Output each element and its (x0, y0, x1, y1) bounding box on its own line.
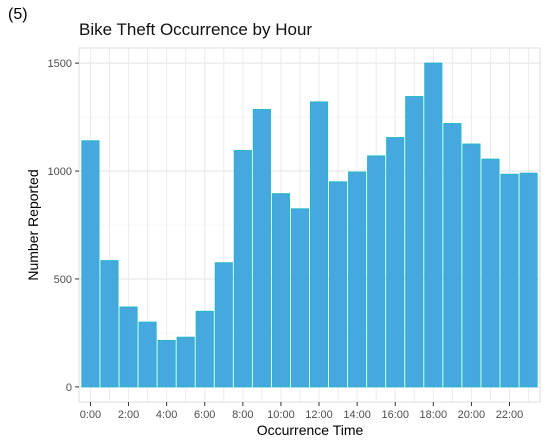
bar-22:00 (500, 173, 519, 388)
bar-9:00 (252, 109, 271, 388)
chart-title: Bike Theft Occurrence by Hour (79, 20, 313, 39)
x-axis-title: Occurrence Time (257, 422, 364, 438)
bar-17:00 (405, 96, 424, 388)
bar-14:00 (348, 171, 367, 388)
bar-1:00 (100, 260, 119, 388)
bar-5:00 (176, 336, 195, 388)
bar-15:00 (367, 155, 386, 388)
bar-7:00 (214, 262, 233, 388)
bar-4:00 (157, 339, 176, 388)
x-tick-label: 6:00 (194, 409, 215, 421)
bar-21:00 (481, 158, 500, 388)
bar-19:00 (443, 123, 462, 388)
bar-10:00 (271, 193, 290, 388)
x-tick-label: 8:00 (232, 409, 253, 421)
x-tick-label: 14:00 (343, 409, 371, 421)
bar-8:00 (233, 150, 252, 388)
bar-3:00 (138, 321, 157, 388)
y-tick-label: 500 (54, 274, 72, 286)
bars (81, 62, 538, 388)
x-tick-label: 20:00 (458, 409, 486, 421)
bar-12:00 (309, 101, 329, 388)
x-axis-ticks: 0:00 2:00 4:00 6:00 8:00 10:00 12:00 14:00 16:00… (80, 402, 524, 421)
y-axis-title: Number Reported (25, 169, 41, 280)
bar-0:00 (81, 140, 100, 388)
y-axis-ticks: 0 500 1000 1500 (48, 58, 79, 394)
bar-16:00 (386, 137, 405, 388)
bar-23:00 (519, 172, 538, 388)
bar-2:00 (119, 306, 138, 388)
panel-label: (5) (8, 6, 28, 23)
bar-20:00 (462, 143, 481, 388)
x-tick-label: 16:00 (381, 409, 409, 421)
y-tick-label: 1000 (48, 166, 72, 178)
y-tick-label: 1500 (48, 58, 72, 70)
x-tick-label: 4:00 (156, 409, 177, 421)
x-tick-label: 18:00 (420, 409, 448, 421)
bar-18:00 (424, 62, 443, 388)
x-tick-label: 2:00 (118, 409, 139, 421)
y-tick-label: 0 (66, 382, 72, 394)
x-tick-label: 22:00 (496, 409, 524, 421)
bar-11:00 (290, 208, 310, 388)
bar-6:00 (195, 310, 214, 388)
x-tick-label: 0:00 (80, 409, 101, 421)
x-tick-label: 12:00 (305, 409, 333, 421)
bar-13:00 (329, 181, 348, 388)
x-tick-label: 10:00 (267, 409, 295, 421)
